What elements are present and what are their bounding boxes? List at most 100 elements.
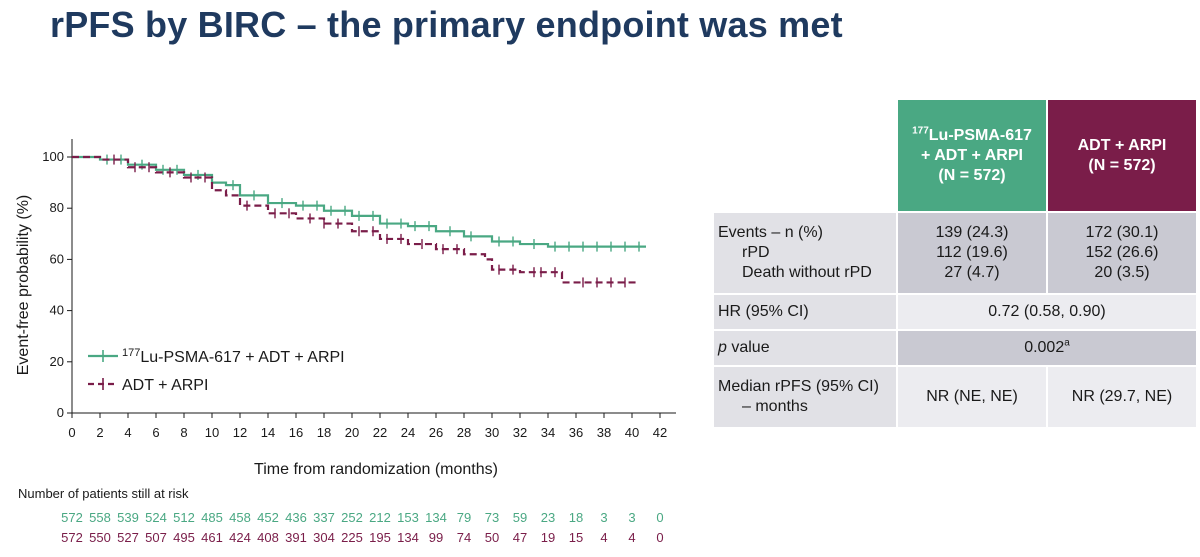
median-control-cell: NR (29.7, NE) xyxy=(1048,367,1196,427)
y-tick-label: 80 xyxy=(50,200,64,215)
page-title: rPFS by BIRC – the primary endpoint was … xyxy=(50,4,843,45)
x-tick-label: 38 xyxy=(597,425,611,440)
legend-label-sup: 177 xyxy=(122,347,140,359)
y-tick-label: 20 xyxy=(50,354,64,369)
risk-count: 74 xyxy=(457,530,471,545)
median-lu-value: NR (NE, NE) xyxy=(926,388,1018,405)
risk-count: 134 xyxy=(425,510,447,525)
risk-count: 23 xyxy=(541,510,555,525)
row-hr: HR (95% CI) 0.72 (0.58, 0.90) xyxy=(714,295,1196,329)
risk-count: 572 xyxy=(61,530,83,545)
events-label-cell: Events – n (%) rPD Death without rPD xyxy=(714,213,896,293)
hr-label-cell: HR (95% CI) xyxy=(714,295,896,329)
legend-label-text: Lu-PSMA-617 + ADT + ARPI xyxy=(140,349,344,366)
risk-count: 19 xyxy=(541,530,555,545)
risk-count: 337 xyxy=(313,510,335,525)
chart-legend: 177Lu-PSMA-617 + ADT + ARPI ADT + ARPI xyxy=(88,347,345,394)
risk-count: 550 xyxy=(89,530,111,545)
risk-count: 18 xyxy=(569,510,583,525)
hr-value-cell: 0.72 (0.58, 0.90) xyxy=(898,295,1196,329)
risk-count: 134 xyxy=(397,530,419,545)
x-tick-label: 10 xyxy=(205,425,219,440)
risk-count: 524 xyxy=(145,510,167,525)
risk-count: 0 xyxy=(656,530,663,545)
risk-count: 15 xyxy=(569,530,583,545)
median-lu-cell: NR (NE, NE) xyxy=(898,367,1046,427)
hr-value: 0.72 (0.58, 0.90) xyxy=(988,303,1106,320)
row-pvalue: p value 0.002a xyxy=(714,331,1196,365)
risk-count: 225 xyxy=(341,530,363,545)
events-control-total: 172 (30.1) xyxy=(1085,224,1159,241)
pvalue-label-p: p xyxy=(718,339,727,356)
x-tick-label: 12 xyxy=(233,425,247,440)
risk-count: 572 xyxy=(61,510,83,525)
events-lu-death: 27 (4.7) xyxy=(944,264,1000,281)
x-tick-label: 16 xyxy=(289,425,303,440)
pvalue-footnote: a xyxy=(1064,337,1070,349)
hr-label: HR (95% CI) xyxy=(718,303,809,320)
events-lu-rpd: 112 (19.6) xyxy=(936,244,1008,261)
header-control: ADT + ARPI (N = 572) xyxy=(1048,100,1196,211)
risk-count: 461 xyxy=(201,530,223,545)
row-events: Events – n (%) rPD Death without rPD 139… xyxy=(714,213,1196,293)
risk-count: 59 xyxy=(513,510,527,525)
y-tick-label: 100 xyxy=(42,149,64,164)
risk-table-title: Number of patients still at risk xyxy=(18,486,189,501)
median-label-line1: Median rPFS (95% CI) xyxy=(718,378,879,395)
x-tick-label: 20 xyxy=(345,425,359,440)
risk-count: 436 xyxy=(285,510,307,525)
risk-count: 527 xyxy=(117,530,139,545)
risk-count: 512 xyxy=(173,510,195,525)
risk-count: 408 xyxy=(257,530,279,545)
risk-count: 153 xyxy=(397,510,419,525)
x-axis-label: Time from randomization (months) xyxy=(254,461,498,478)
x-tick-label: 26 xyxy=(429,425,443,440)
pvalue-value: 0.002 xyxy=(1024,339,1065,356)
y-tick-label: 60 xyxy=(50,251,64,266)
x-tick-label: 24 xyxy=(401,425,415,440)
x-tick-label: 40 xyxy=(625,425,639,440)
km-curve-0 xyxy=(72,155,646,248)
pvalue-label-cell: p value xyxy=(714,331,896,365)
risk-count: 195 xyxy=(369,530,391,545)
km-curve-1 xyxy=(72,155,639,284)
risk-count: 252 xyxy=(341,510,363,525)
y-tick-label: 40 xyxy=(50,303,64,318)
risk-count: 558 xyxy=(89,510,111,525)
risk-count: 4 xyxy=(600,530,607,545)
risk-count: 47 xyxy=(513,530,527,545)
pvalue-label-rest: value xyxy=(726,339,770,356)
risk-count: 391 xyxy=(285,530,307,545)
events-label: Events – n (%) xyxy=(718,224,823,241)
header-lu-line1: Lu-PSMA-617 xyxy=(928,126,1032,144)
legend-label-0: 177Lu-PSMA-617 + ADT + ARPI xyxy=(122,347,345,366)
x-tick-label: 22 xyxy=(373,425,387,440)
x-tick-label: 4 xyxy=(124,425,131,440)
events-lu-total: 139 (24.3) xyxy=(935,224,1009,241)
median-label-line2: – months xyxy=(742,398,808,415)
median-label-cell: Median rPFS (95% CI) – months xyxy=(714,367,896,427)
row-median: Median rPFS (95% CI) – months NR (NE, NE… xyxy=(714,367,1196,427)
events-death-label: Death without rPD xyxy=(742,264,872,281)
x-tick-label: 34 xyxy=(541,425,555,440)
risk-count: 3 xyxy=(600,510,607,525)
events-control-rpd: 152 (26.6) xyxy=(1085,244,1159,261)
x-tick-label: 2 xyxy=(96,425,103,440)
events-control-cell: 172 (30.1) 152 (26.6) 20 (3.5) xyxy=(1048,213,1196,293)
x-tick-label: 28 xyxy=(457,425,471,440)
events-rpd-label: rPD xyxy=(742,244,770,261)
pvalue-value-cell: 0.002a xyxy=(898,331,1196,365)
x-tick-label: 32 xyxy=(513,425,527,440)
y-tick-label: 0 xyxy=(57,405,64,420)
risk-count: 212 xyxy=(369,510,391,525)
risk-count: 485 xyxy=(201,510,223,525)
x-tick-label: 0 xyxy=(68,425,75,440)
header-lu-psma: 177Lu-PSMA-617 + ADT + ARPI (N = 572) xyxy=(898,100,1046,211)
x-tick-label: 14 xyxy=(261,425,275,440)
x-tick-label: 36 xyxy=(569,425,583,440)
risk-count: 507 xyxy=(145,530,167,545)
x-tick-label: 42 xyxy=(653,425,667,440)
risk-count: 495 xyxy=(173,530,195,545)
events-control-death: 20 (3.5) xyxy=(1094,264,1150,281)
risk-count: 452 xyxy=(257,510,279,525)
